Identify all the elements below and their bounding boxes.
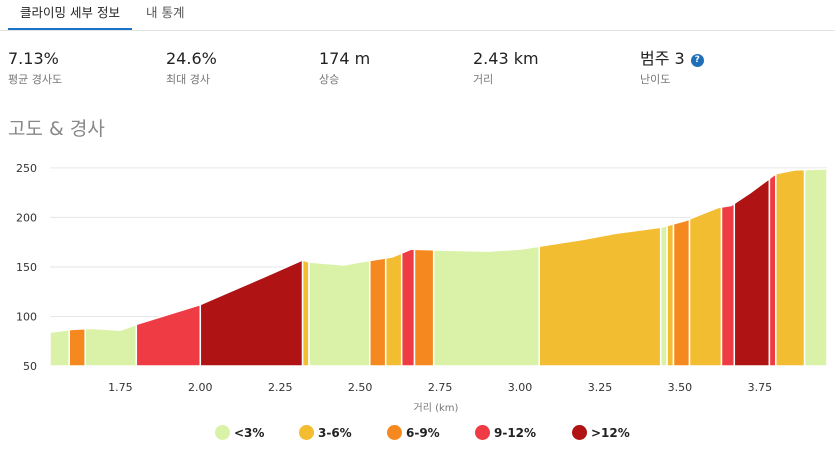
- stat-label: 난이도: [640, 73, 671, 86]
- grade-segment: [672, 217, 691, 367]
- x-tick-label: 2.50: [348, 381, 373, 394]
- grade-segment: [135, 303, 202, 367]
- grade-segment: [384, 251, 403, 367]
- grade-segment: [68, 327, 86, 367]
- legend-item: 9-12%: [475, 424, 536, 442]
- stat-value: 범주 3: [640, 49, 685, 68]
- grade-segment: [803, 168, 828, 367]
- x-tick-label: 2.00: [188, 381, 213, 394]
- legend-item: >12%: [572, 424, 630, 442]
- legend-item: <3%: [215, 424, 264, 442]
- legend-swatch-lt3: [215, 425, 230, 440]
- question-circle-icon[interactable]: ?: [690, 54, 704, 67]
- x-tick-label: 3.25: [588, 381, 613, 394]
- legend-label: 3-6%: [318, 426, 352, 440]
- legend-swatch-3-6: [299, 425, 314, 440]
- y-tick-label: 100: [16, 310, 37, 323]
- grade-segment: [308, 259, 371, 367]
- grade-segment: [199, 258, 304, 367]
- x-axis-label: 거리 (km): [414, 402, 459, 414]
- grade-segment: [733, 177, 771, 367]
- x-tick-label: 2.25: [268, 381, 293, 394]
- stat-label: 거리: [473, 73, 494, 86]
- grade-segment: [369, 257, 387, 367]
- grade-segment: [400, 248, 416, 367]
- legend-swatch-gt12: [572, 425, 587, 440]
- section-title: 고도 & 경사: [8, 118, 105, 140]
- grade-segment: [413, 248, 435, 367]
- stat-value: 7.13%: [8, 49, 59, 68]
- legend-item: 3-6%: [299, 424, 352, 442]
- stats-row: 7.13% 평균 경사도 24.6% 최대 경사 174 m 상승 2.43 k…: [0, 48, 835, 92]
- grade-segment: [775, 168, 806, 367]
- stat-value: 24.6%: [166, 49, 217, 68]
- legend-swatch-9-12: [475, 425, 490, 440]
- grade-segment: [432, 245, 540, 367]
- y-tick-label: 50: [23, 360, 37, 373]
- x-tick-label: 3.75: [748, 381, 773, 394]
- legend-label: 6-9%: [406, 426, 440, 440]
- stat-max-grade: 24.6% 최대 경사: [166, 48, 217, 88]
- stat-avg-grade: 7.13% 평균 경사도: [8, 48, 62, 88]
- stat-distance: 2.43 km 거리: [473, 48, 539, 88]
- grade-segment: [49, 328, 70, 367]
- grade-segment: [768, 172, 777, 367]
- legend-label: <3%: [234, 426, 265, 440]
- stat-difficulty: 범주 3? 난이도: [640, 48, 704, 88]
- stat-label: 최대 경사: [166, 73, 210, 86]
- stat-value: 2.43 km: [473, 49, 539, 68]
- grade-segment: [720, 202, 736, 367]
- x-tick-label: 3.50: [668, 381, 693, 394]
- chart-legend: <3% 3-6% 6-9% 9-12% >12%: [0, 424, 835, 444]
- stat-elevation-gain: 174 m 상승: [319, 48, 370, 88]
- elevation-grade-chart: 50 100 150 200 250 1.75 2.00 2.25 2.50 2.75 3.00 3…: [16, 162, 828, 414]
- tab-my-stats[interactable]: 내 통계: [146, 5, 185, 20]
- x-tick-label: 1.75: [108, 381, 133, 394]
- stat-label: 상승: [319, 73, 340, 86]
- grade-segment: [301, 258, 310, 367]
- legend-label: 9-12%: [494, 426, 537, 440]
- legend-swatch-6-9: [387, 425, 402, 440]
- x-tick-label: 3.00: [508, 381, 533, 394]
- grade-segment: [538, 226, 662, 367]
- stat-value-row: 범주 3?: [640, 48, 704, 70]
- y-tick-label: 200: [16, 211, 37, 224]
- tab-bar: 클라이밍 세부 정보 내 통계: [0, 0, 835, 31]
- stat-label: 평균 경사도: [8, 73, 63, 86]
- grade-segment: [659, 224, 668, 367]
- grade-segment: [688, 206, 723, 367]
- legend-label: >12%: [591, 426, 630, 440]
- grade-segment: [666, 222, 675, 367]
- x-tick-label: 2.75: [428, 381, 453, 394]
- tab-climb-details[interactable]: 클라이밍 세부 정보: [8, 0, 132, 30]
- y-tick-label: 150: [16, 261, 37, 274]
- grade-segment: [84, 323, 138, 367]
- stat-value: 174 m: [319, 49, 371, 68]
- y-tick-label: 250: [16, 162, 37, 175]
- legend-item: 6-9%: [387, 424, 440, 442]
